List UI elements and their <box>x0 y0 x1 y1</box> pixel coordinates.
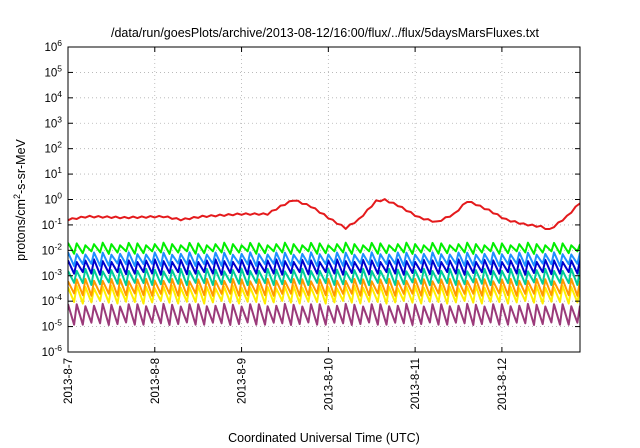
series-line-7 <box>68 302 580 326</box>
y-tick-label: 103 <box>44 114 62 130</box>
x-tick-label: 2013-8-7 <box>63 358 75 404</box>
y-tick-label: 10-2 <box>42 241 63 257</box>
y-tick-label: 100 <box>44 191 62 207</box>
y-tick-label: 102 <box>44 140 62 156</box>
y-tick-label: 104 <box>44 89 62 105</box>
y-tick-label: 101 <box>44 165 62 181</box>
y-axis-label-base: protons/cm <box>14 199 28 261</box>
x-tick-label: 2013-8-8 <box>150 358 162 404</box>
y-tick-label: 10-5 <box>42 318 63 334</box>
y-axis-ticks: 106 105 104 103 102 101 100 10-1 10-2 10-3 10-4 10-… <box>42 38 580 359</box>
series-line-1 <box>68 241 580 255</box>
x-tick-label: 2013-8-12 <box>497 358 509 410</box>
y-tick-label: 10-1 <box>42 216 63 232</box>
chart-title: /data/run/goesPlots/archive/2013-08-12/1… <box>111 26 540 40</box>
series-line-6 <box>68 284 580 305</box>
series-line-4 <box>68 267 580 287</box>
y-axis-label-exp: 2 <box>12 194 22 199</box>
series-layer <box>68 198 580 326</box>
x-tick-label: 2013-8-9 <box>237 358 249 404</box>
x-axis-ticks: 2013-8-7 2013-8-8 2013-8-9 2013-8-10 2013-8-… <box>63 47 509 410</box>
y-tick-label: 10-4 <box>42 292 63 308</box>
series-line-5 <box>68 277 580 297</box>
y-tick-label: 10-6 <box>42 343 63 359</box>
y-axis-label-rest: -s-sr-MeV <box>14 138 28 194</box>
y-tick-label: 106 <box>44 38 62 54</box>
x-axis-label: Coordinated Universal Time (UTC) <box>228 431 420 445</box>
y-tick-label: 10-3 <box>42 267 63 283</box>
x-tick-label: 2013-8-11 <box>410 358 422 410</box>
y-axis-label: protons/cm2-s-sr-MeV <box>12 138 28 260</box>
y-tick-label: 105 <box>44 63 62 79</box>
series-line-0 <box>68 198 580 230</box>
x-tick-label: 2013-8-10 <box>323 358 335 410</box>
series-line-3 <box>68 258 580 276</box>
series-line-2 <box>68 251 580 267</box>
